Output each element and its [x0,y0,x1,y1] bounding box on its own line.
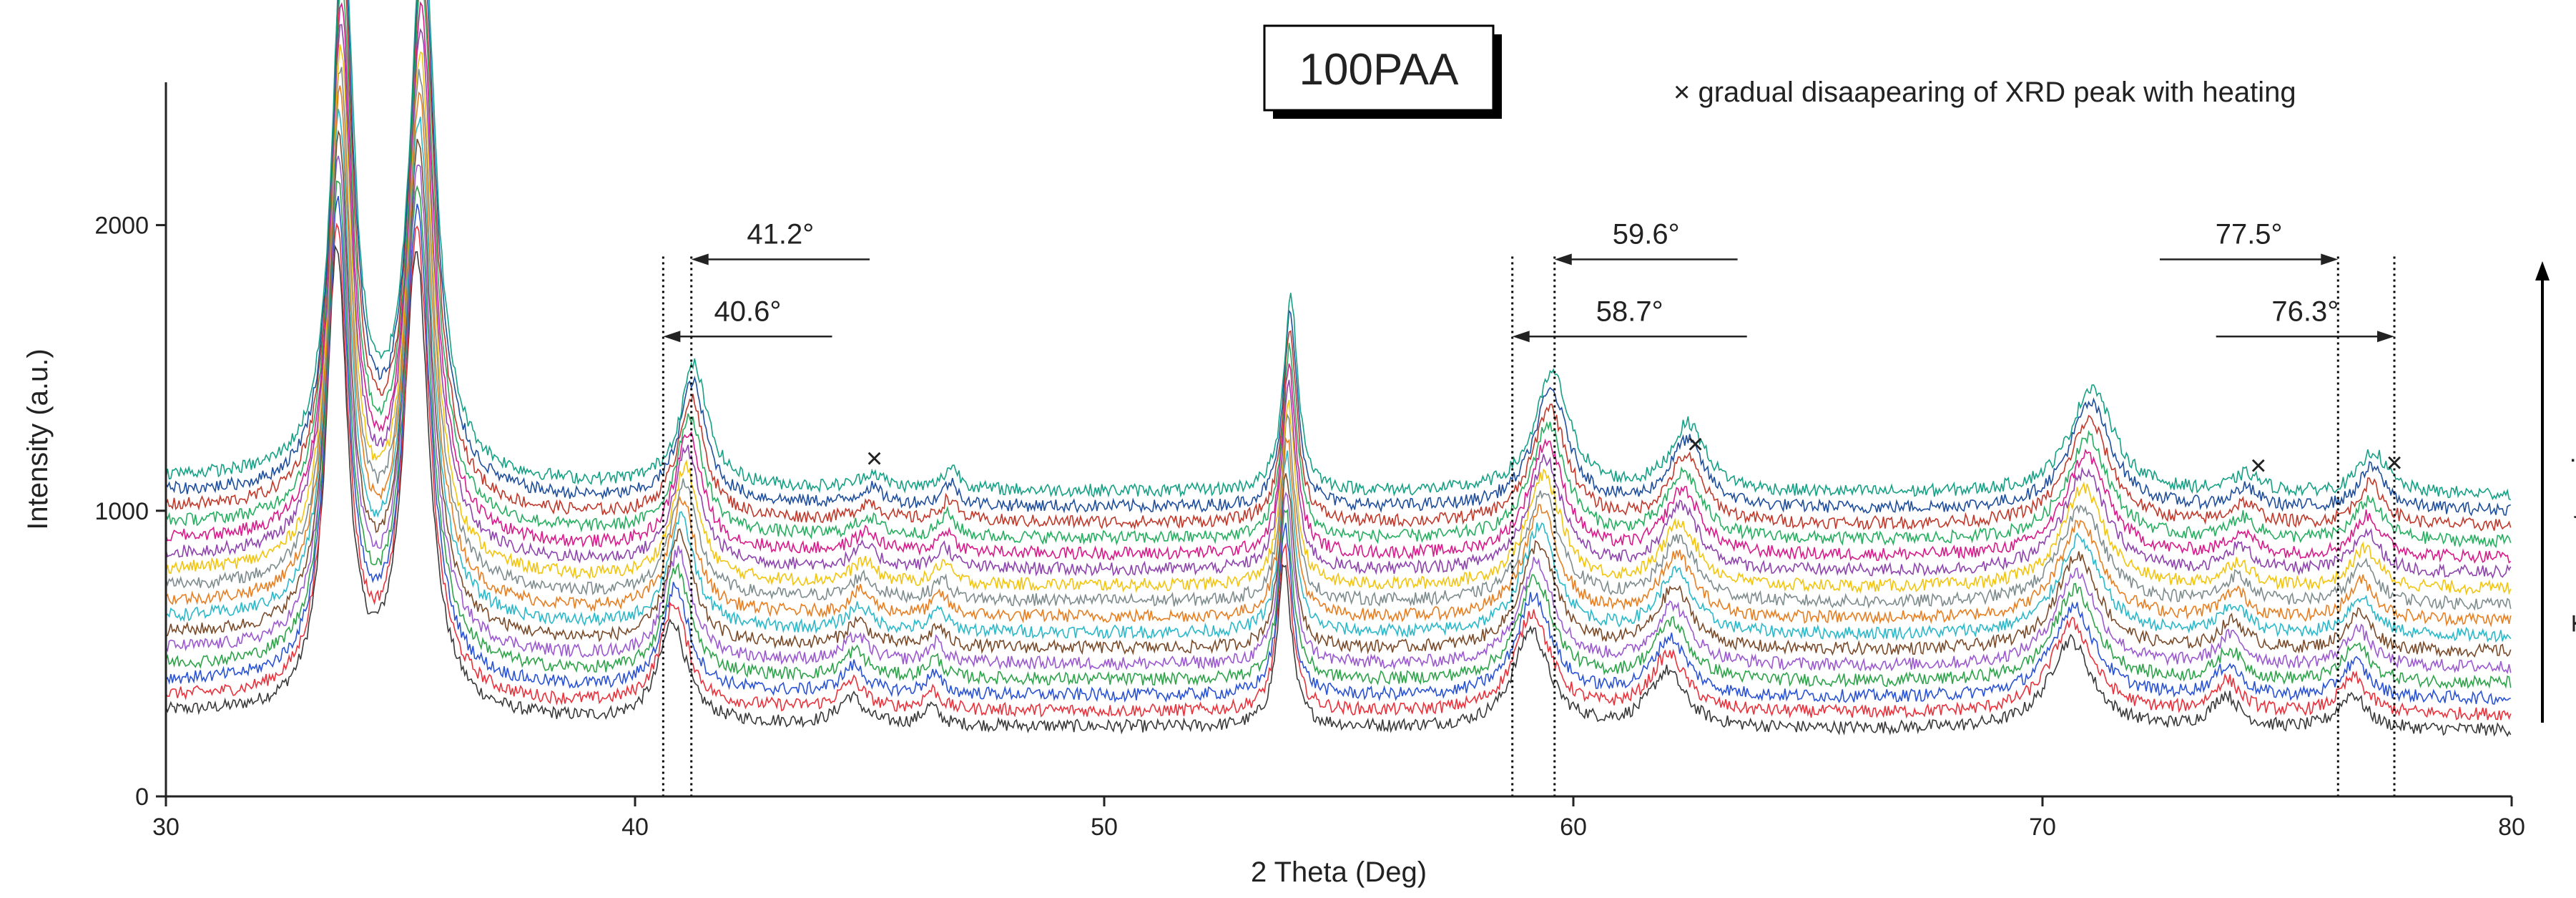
disappearing-peak-mark: × [2250,450,2266,482]
annotation-label: 76.3° [2271,296,2339,327]
annotation-label: 77.5° [2216,219,2283,250]
x-tick-label: 70 [2029,814,2056,841]
x-tick-label: 50 [1091,814,1118,841]
xrd-series-line [165,44,2512,596]
annotation-arrowhead [1554,253,1572,265]
series-layer [165,0,2512,738]
temperature-arrow-head [2535,261,2550,280]
disappearing-peak-mark: × [1687,429,1704,460]
annotation-label: 58.7° [1596,296,1663,327]
y-axis-label: Intensity (a.u.) [22,348,54,529]
xrd-series-line [165,1,2512,564]
xrd-series-line [165,155,2512,675]
annotation-arrowhead [663,331,681,343]
annotation-label: 41.2° [747,219,814,250]
y-tick-label: 2000 [94,213,149,240]
xrd-series-line [165,180,2512,690]
xrd-series-line [165,195,2511,706]
x-ticks: 30 40 50 60 70 80 [152,796,2525,841]
x-axis-label: 2 Theta (Deg) [1251,856,1427,888]
xrd-series-line [165,109,2512,643]
x-tick-label: 60 [1560,814,1587,841]
xrd-series-line [165,0,2512,549]
x-tick-label: 30 [152,814,180,841]
x-tick-label: 40 [621,814,649,841]
y-tick-label: 0 [135,784,149,811]
annotation-label: 40.6° [714,296,782,327]
xrd-series-line [165,244,2512,738]
annotation-label: 59.6° [1613,219,1680,250]
xrd-series-line [165,222,2512,721]
markers-layer [662,256,2396,796]
legend-note: × gradual disaapearing of XRD peak with … [1673,77,2296,108]
temperature-label: Temperature increase [2567,356,2576,633]
xrd-series-line [165,24,2512,580]
xrd-series-line [165,67,2512,611]
title-box [1263,24,1495,112]
y-tick-label: 1000 [94,498,149,525]
annotation-arrowhead [2321,253,2339,265]
annotation-arrowhead [691,253,709,265]
y-ticks: 0 1000 2000 [94,213,166,811]
xrd-series-line [165,0,2511,517]
chart-title: 100PAA [1299,45,1460,94]
xrd-series-line [165,0,2512,532]
xrd-series-line [165,130,2512,658]
xrd-series-line [165,0,2512,501]
annotations-layer: 41.2° 40.6° 59.6° 58.7° 77.5° 76.3° × × × × [663,219,2403,482]
annotation-arrowhead [1512,331,1530,343]
disappearing-peak-mark: × [2386,447,2402,479]
disappearing-peak-mark: × [866,443,883,474]
annotation-arrowhead [2377,331,2394,343]
x-tick-label: 80 [2498,814,2525,841]
xrd-series-line [165,85,2512,628]
